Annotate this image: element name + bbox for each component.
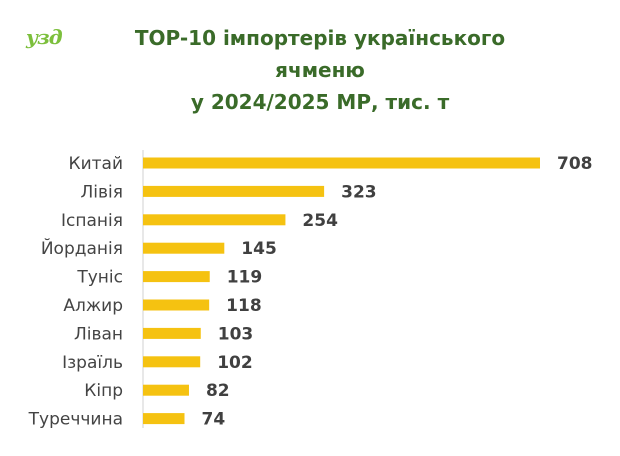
bar-6 bbox=[143, 327, 201, 339]
category-label: Ізраїль bbox=[62, 353, 123, 373]
value-label: 708 bbox=[557, 154, 593, 174]
value-label: 102 bbox=[217, 353, 253, 373]
bar-1 bbox=[143, 185, 325, 197]
bar-2 bbox=[143, 214, 286, 226]
category-label: Туреччина bbox=[28, 410, 123, 430]
category-label: Лівія bbox=[81, 182, 123, 202]
value-label: 323 bbox=[341, 182, 377, 202]
category-label: Ліван bbox=[74, 324, 123, 344]
bar-0 bbox=[143, 157, 540, 169]
title-line-2: ячменю bbox=[275, 58, 365, 82]
value-label: 254 bbox=[302, 211, 338, 231]
bar-9 bbox=[143, 413, 185, 425]
category-label: Китай bbox=[69, 154, 124, 174]
uzd-logo: узд bbox=[26, 25, 63, 49]
title-line-1: TOP-10 імпортерів українського bbox=[134, 26, 506, 50]
value-label: 103 bbox=[218, 324, 254, 344]
value-label: 145 bbox=[241, 239, 277, 259]
bar-5 bbox=[143, 299, 210, 311]
chart-title: TOP-10 імпортерів українського ячменю у … bbox=[80, 22, 560, 118]
category-label: Йорданія bbox=[41, 237, 123, 259]
category-label: Алжир bbox=[63, 296, 123, 316]
bar-4 bbox=[143, 271, 210, 283]
title-line-3: у 2024/2025 МР, тис. т bbox=[190, 90, 450, 114]
value-label: 118 bbox=[226, 296, 262, 316]
category-label: Іспанія bbox=[61, 211, 123, 231]
value-label: 82 bbox=[206, 381, 230, 401]
bar-3 bbox=[143, 242, 225, 254]
value-label: 74 bbox=[201, 410, 225, 430]
value-label: 119 bbox=[227, 268, 263, 288]
category-label: Туніс bbox=[76, 268, 123, 288]
bar-7 bbox=[143, 356, 201, 368]
category-label: Кіпр bbox=[84, 381, 123, 401]
bar-8 bbox=[143, 384, 189, 396]
bars-group: Китай 708 Лівія 323 Іспанія 254 Йорданія 145 Тун… bbox=[28, 154, 593, 430]
